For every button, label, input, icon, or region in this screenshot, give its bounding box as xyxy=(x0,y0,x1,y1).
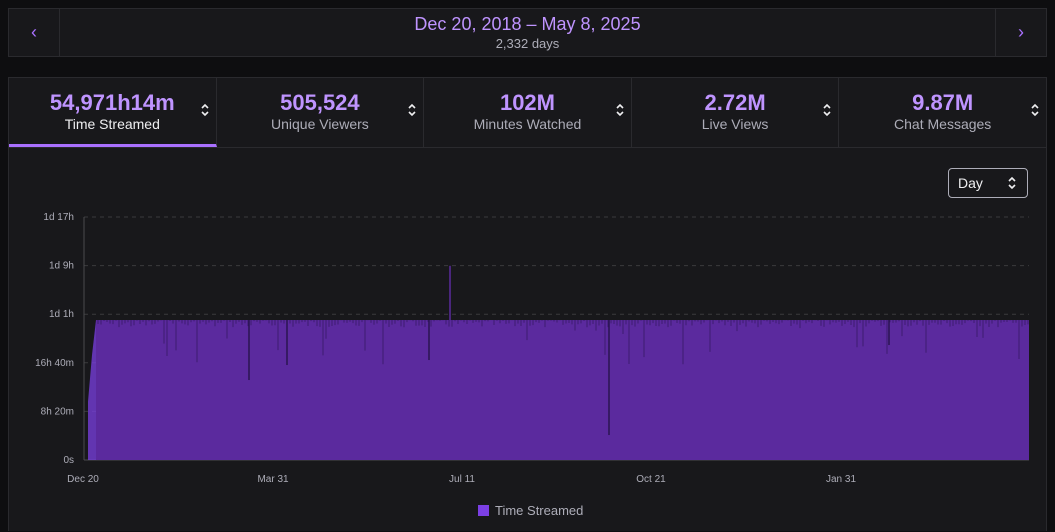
granularity-value: Day xyxy=(958,175,983,191)
x-tick-label: Dec 20 xyxy=(67,474,99,485)
sort-icon xyxy=(616,103,624,117)
y-tick-label: 1d 1h xyxy=(49,309,74,320)
date-range-title: Dec 20, 2018 – May 8, 2025 xyxy=(414,14,641,34)
metric-value: 9.87M xyxy=(912,90,974,115)
metric-value: 2.72M xyxy=(704,90,766,115)
tab-time-streamed[interactable]: 54,971h14m Time Streamed xyxy=(9,78,217,147)
metric-label: Time Streamed xyxy=(64,116,160,132)
tab-unique-viewers[interactable]: 505,524 Unique Viewers xyxy=(217,78,425,147)
y-tick-label: 0s xyxy=(63,455,74,466)
metric-label: Minutes Watched xyxy=(473,116,582,132)
metric-value: 102M xyxy=(499,90,555,115)
y-tick-label: 1d 17h xyxy=(43,212,74,223)
date-range-days: 2,332 days xyxy=(495,36,560,51)
bar-ramp xyxy=(88,320,96,460)
y-tick-label: 16h 40m xyxy=(35,358,74,369)
date-range-text: Dec 20, 2018 – May 8, 2025 2,332 days xyxy=(59,9,996,52)
x-tick-label: Mar 31 xyxy=(257,474,289,485)
tab-minutes-watched[interactable]: 102M Minutes Watched xyxy=(424,78,632,147)
chevron-left-icon: ‹ xyxy=(31,22,37,42)
bar-area xyxy=(96,320,1029,460)
stats-panel: 54,971h14m Time Streamed 505,524 Unique … xyxy=(8,77,1047,531)
tab-chat-messages[interactable]: 9.87M Chat Messages xyxy=(839,78,1046,147)
x-tick-label: Jan 31 xyxy=(826,474,856,485)
sort-icon xyxy=(201,103,209,117)
granularity-select[interactable]: Day xyxy=(948,168,1028,198)
metric-label: Unique Viewers xyxy=(270,116,369,132)
y-tick-label: 1d 9h xyxy=(49,261,74,272)
time-streamed-chart: 0s 8h 20m 16h 40m 1d 1h 1d 9h 1d 17h Dec 20 Mar… xyxy=(35,212,1029,518)
metric-label: Chat Messages xyxy=(894,116,992,132)
date-range-header: ‹ Dec 20, 2018 – May 8, 2025 2,332 days … xyxy=(8,8,1047,57)
metric-label: Live Views xyxy=(701,116,769,132)
previous-range-button[interactable]: ‹ xyxy=(9,9,60,56)
next-range-button[interactable]: › xyxy=(995,9,1046,56)
sort-icon xyxy=(1031,103,1039,117)
sort-icon xyxy=(823,103,831,117)
tab-live-views[interactable]: 2.72M Live Views xyxy=(632,78,840,147)
metric-value: 54,971h14m xyxy=(49,90,175,115)
y-tick-label: 8h 20m xyxy=(41,406,74,417)
metric-tabs: 54,971h14m Time Streamed 505,524 Unique … xyxy=(9,78,1046,148)
legend-label[interactable]: Time Streamed xyxy=(495,503,583,518)
x-tick-label: Jul 11 xyxy=(449,474,475,485)
sort-icon xyxy=(408,103,416,117)
x-tick-label: Oct 21 xyxy=(636,474,666,485)
metric-value: 505,524 xyxy=(280,90,360,115)
legend-swatch xyxy=(478,505,489,516)
chevron-right-icon: › xyxy=(1018,22,1024,42)
select-arrows-icon xyxy=(1008,176,1016,190)
